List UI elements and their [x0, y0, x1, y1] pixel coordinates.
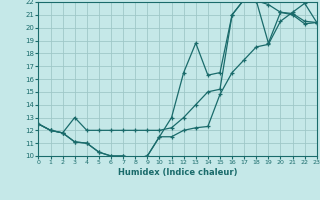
X-axis label: Humidex (Indice chaleur): Humidex (Indice chaleur): [118, 168, 237, 177]
